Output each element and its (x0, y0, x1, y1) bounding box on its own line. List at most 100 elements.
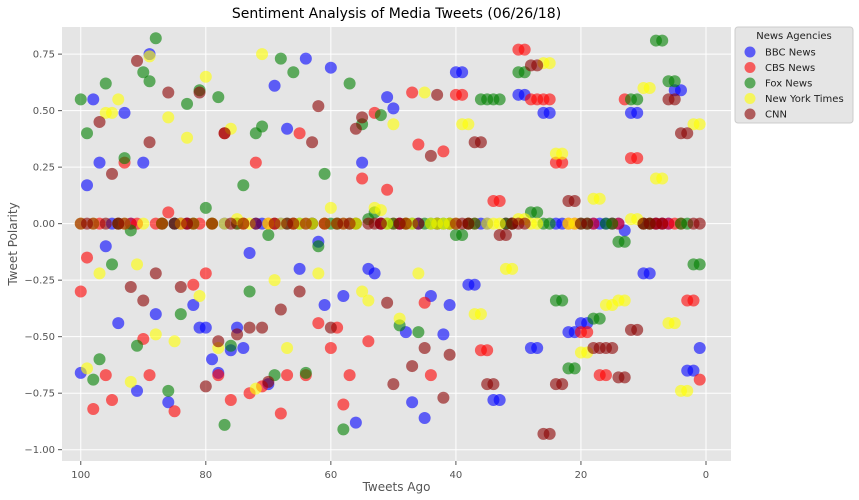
bbc-news-point (268, 79, 281, 92)
new-york-times-point (593, 192, 606, 205)
cnn-point (224, 217, 237, 230)
y-tick-label: 0.25 (33, 163, 55, 174)
legend-label-new-york-times: New York Times (765, 94, 844, 105)
cnn-point (656, 217, 669, 230)
cbs-news-point (143, 369, 156, 382)
fox-news-point (131, 339, 144, 352)
cnn-point (543, 427, 556, 440)
fox-news-point (118, 152, 131, 165)
cbs-news-point (581, 326, 594, 339)
cbs-news-point (187, 278, 200, 291)
fox-news-point (337, 423, 350, 436)
y-tick-label: 0.75 (33, 50, 55, 61)
legend-title: News Agencies (756, 31, 832, 42)
cnn-point (143, 136, 156, 149)
bbc-news-point (318, 299, 331, 312)
new-york-times-point (324, 201, 337, 214)
new-york-times-point (362, 294, 375, 307)
cbs-news-point (381, 183, 394, 196)
cbs-news-point (74, 285, 87, 298)
new-york-times-point (249, 382, 262, 395)
cnn-point (474, 136, 487, 149)
bbc-news-point (324, 61, 337, 74)
cnn-point (256, 321, 269, 334)
cbs-news-point (412, 138, 425, 151)
cnn-point (406, 360, 419, 373)
cnn-point (343, 217, 356, 230)
legend-marker-cbs-news (744, 62, 756, 73)
cbs-news-point (599, 369, 612, 382)
y-tick-label: −0.25 (24, 276, 55, 287)
new-york-times-point (412, 267, 425, 280)
fox-news-point (74, 93, 87, 106)
bbc-news-point (118, 106, 131, 119)
cnn-point (487, 378, 500, 391)
x-tick-label: 40 (450, 470, 463, 481)
legend-label-cnn: CNN (765, 110, 787, 121)
bbc-news-point (99, 240, 112, 253)
legend: News Agencies BBC News CBS News Fox News Ne… (734, 26, 854, 124)
fox-news-point (149, 32, 162, 45)
legend-box (734, 26, 854, 124)
fox-news-point (93, 353, 106, 366)
chart-title: Sentiment Analysis of Media Tweets (06/2… (232, 6, 561, 22)
cnn-point (356, 111, 369, 124)
cnn-point (312, 100, 325, 113)
new-york-times-point (106, 106, 119, 119)
new-york-times-point (681, 384, 694, 397)
new-york-times-point (531, 217, 544, 230)
cbs-news-point (87, 403, 100, 416)
cbs-news-point (362, 335, 375, 348)
cnn-point (206, 217, 219, 230)
fox-news-point (137, 66, 150, 79)
bbc-news-point (149, 308, 162, 321)
legend-label-bbc-news: BBC News (765, 48, 816, 59)
fox-news-point (456, 228, 469, 241)
new-york-times-point (312, 267, 325, 280)
new-york-times-point (93, 267, 106, 280)
fox-news-point (556, 294, 569, 307)
cbs-news-point (312, 317, 325, 330)
new-york-times-point (493, 217, 506, 230)
cbs-news-point (337, 398, 350, 411)
cnn-point (418, 341, 431, 354)
new-york-times-point (387, 118, 400, 131)
fox-news-point (412, 326, 425, 339)
bbc-news-point (493, 393, 506, 406)
x-tick-label: 20 (575, 470, 588, 481)
fox-news-point (174, 308, 187, 321)
cnn-point (293, 285, 306, 298)
new-york-times-point (143, 50, 156, 63)
fox-news-point (106, 258, 119, 271)
x-tick-label: 60 (324, 470, 337, 481)
fox-news-point (143, 75, 156, 88)
cnn-point (156, 217, 169, 230)
fox-news-point (262, 228, 275, 241)
cbs-news-point (456, 88, 469, 101)
new-york-times-point (124, 375, 137, 388)
cnn-point (249, 217, 262, 230)
bbc-news-point (693, 341, 706, 354)
legend-label-fox-news: Fox News (765, 79, 812, 90)
fox-news-point (568, 362, 581, 375)
new-york-times-point (112, 93, 125, 106)
fox-news-point (237, 179, 250, 192)
fox-news-point (593, 312, 606, 325)
cbs-news-point (212, 369, 225, 382)
new-york-times-point (643, 82, 656, 95)
cbs-news-point (418, 296, 431, 309)
cnn-point (424, 149, 437, 162)
cnn-point (199, 380, 212, 393)
bbc-news-point (299, 52, 312, 65)
bbc-news-point (687, 364, 700, 377)
cnn-point (518, 217, 531, 230)
fox-news-point (299, 366, 312, 379)
legend-label-cbs-news: CBS News (765, 63, 815, 74)
cbs-news-point (106, 393, 119, 406)
cnn-point (193, 86, 206, 99)
cnn-point (437, 391, 450, 404)
legend-items: BBC News CBS News Fox News New York Times CN… (744, 46, 844, 121)
cnn-point (187, 217, 200, 230)
bbc-news-point (87, 93, 100, 106)
